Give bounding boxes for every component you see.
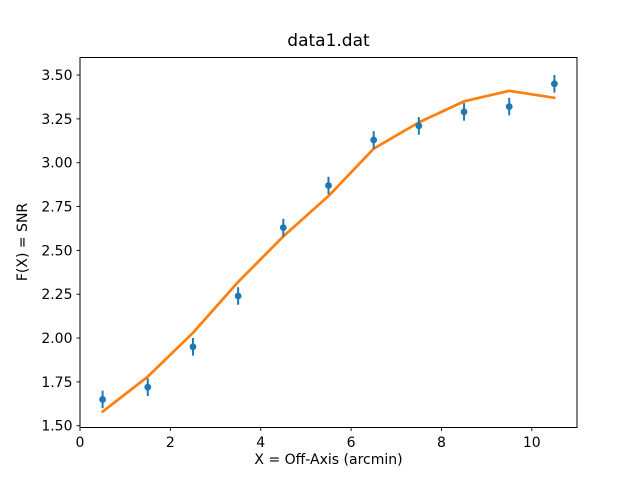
y-tick-label: 1.50 bbox=[41, 419, 72, 435]
y-tick-label: 1.75 bbox=[41, 375, 72, 391]
fit-curve-path bbox=[101, 89, 556, 414]
fit-curve bbox=[101, 89, 556, 414]
x-tick-label: 6 bbox=[347, 435, 356, 451]
data-point-marker bbox=[370, 136, 378, 144]
data-point-marker bbox=[234, 292, 242, 300]
y-tick-label: 2.50 bbox=[41, 243, 72, 259]
data-point-marker bbox=[189, 343, 197, 351]
data-point-marker bbox=[99, 396, 106, 403]
plot-area-border bbox=[79, 57, 578, 428]
data-point-marker bbox=[144, 383, 152, 391]
data-point-marker bbox=[551, 80, 558, 88]
x-tick-label: 4 bbox=[256, 435, 265, 451]
chart-title: data1.dat bbox=[287, 31, 370, 51]
y-tick-label: 3.50 bbox=[41, 68, 72, 84]
data-point-marker bbox=[325, 182, 332, 189]
y-tick-label: 2.00 bbox=[41, 331, 72, 347]
y-tick-label: 2.75 bbox=[41, 200, 72, 216]
y-tick-label: 2.25 bbox=[41, 287, 72, 303]
x-tick-label: 2 bbox=[166, 435, 175, 451]
data-point-marker bbox=[505, 103, 513, 110]
data-point-marker bbox=[460, 108, 468, 116]
data-point-marker bbox=[279, 224, 287, 231]
data-point-marker bbox=[415, 122, 423, 130]
x-tick-label: 8 bbox=[437, 435, 446, 451]
data-series-errorbars bbox=[99, 75, 558, 409]
x-tick-label: 0 bbox=[76, 435, 85, 451]
x-axis-ticks: 0 2 4 6 8 10 bbox=[76, 427, 541, 451]
y-tick-label: 3.25 bbox=[41, 112, 72, 128]
x-axis-label: X = Off-Axis (arcmin) bbox=[254, 452, 402, 468]
y-axis-ticks: 1.50 1.75 2.00 2.25 2.50 2.75 3.00 3.25 3.50 bbox=[41, 68, 80, 435]
y-tick-label: 3.00 bbox=[41, 156, 72, 172]
x-tick-label: 10 bbox=[523, 435, 541, 451]
y-axis-label: F(X) = SNR bbox=[15, 203, 31, 282]
